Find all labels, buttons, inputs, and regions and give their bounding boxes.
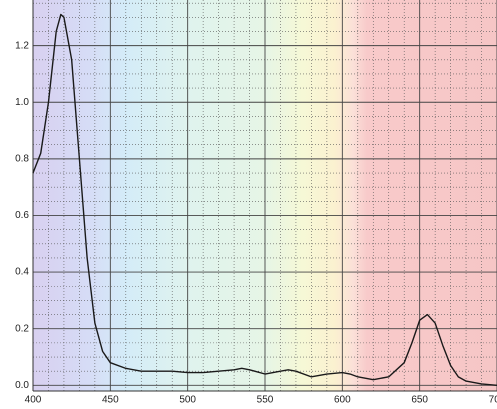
x-tick-label: 550: [257, 395, 274, 406]
spectrum-line: [32, 13, 497, 387]
y-tick-label: 0.8: [15, 154, 29, 165]
x-tick-label: 700: [489, 395, 497, 406]
y-tick-label: 0.2: [15, 323, 29, 334]
y-tick-label: 1.2: [15, 40, 29, 51]
y-tick-label: 0.6: [15, 210, 29, 221]
x-tick-label: 450: [102, 395, 119, 406]
y-tick-label: 0.4: [15, 267, 29, 278]
plot: [32, 13, 497, 387]
x-tick-label: 400: [25, 395, 42, 406]
y-tick-label: 1.0: [15, 97, 29, 108]
x-tick-label: 500: [179, 395, 196, 406]
grid: 400 450 500 550 600 650 700 0.0 0.2 0.4 0.6 0.8 1.0 1…: [15, 0, 497, 406]
y-tick-label: 0.0: [15, 380, 29, 391]
x-tick-label: 650: [411, 395, 428, 406]
x-tick-label: 600: [334, 395, 351, 406]
